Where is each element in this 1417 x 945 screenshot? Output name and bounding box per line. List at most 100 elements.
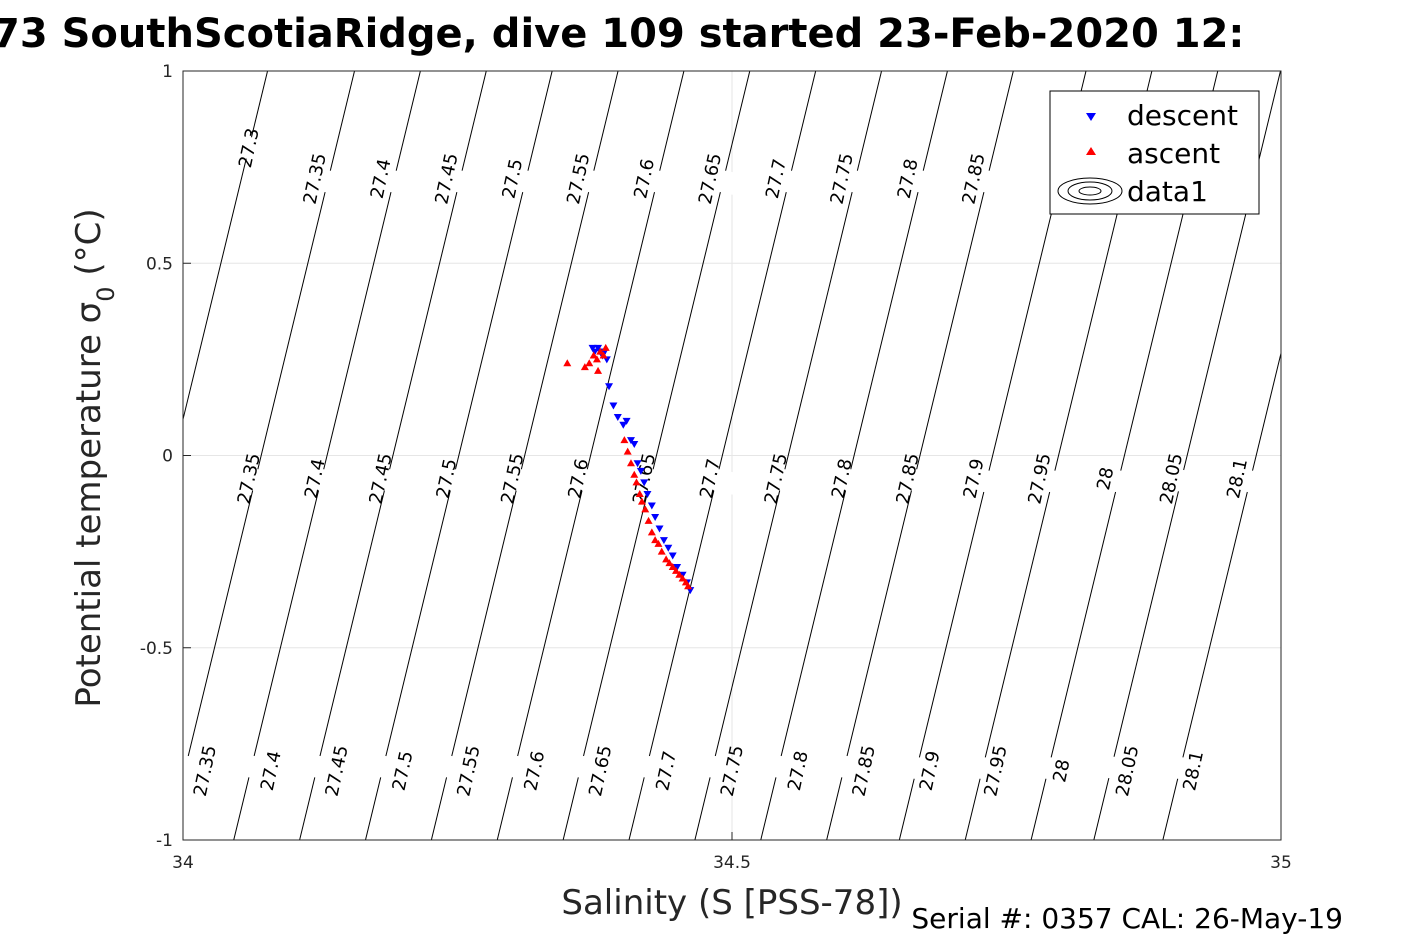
ascent-point [594, 366, 603, 374]
legend-descent-label: descent [1127, 99, 1238, 132]
ascent-point [684, 582, 693, 590]
descent-point [626, 437, 635, 445]
ascent-point [668, 563, 677, 571]
legend-descent-marker [1086, 113, 1096, 121]
contour-label-bg [814, 462, 870, 495]
contour-line [430, 70, 619, 841]
ascent-point [623, 447, 632, 455]
contour-line [562, 70, 751, 841]
contour-label-bg [814, 162, 870, 195]
contour-label-bg [484, 162, 541, 195]
contour-line [233, 70, 421, 841]
contour-label-bg [1143, 462, 1199, 495]
serial-cal-footer: Serial #: 0357 CAL: 26-May-19 [911, 902, 1343, 935]
contour-label-bg [440, 754, 497, 787]
contour-label-bg [682, 162, 738, 195]
contour-label-bg [967, 754, 1024, 787]
contour-label-bg [616, 162, 672, 195]
descent-point [588, 344, 597, 352]
contour-label-bg [748, 162, 804, 195]
legend-data1-label: data1 [1127, 175, 1208, 208]
ascent-point [563, 359, 572, 367]
descent-point [643, 490, 652, 498]
ascent-point [592, 355, 601, 363]
descent-point [594, 344, 603, 352]
y-axis-label: Potential temperature σ0 (°C) [69, 208, 120, 707]
ascent-point [665, 559, 674, 567]
descent-point [651, 514, 660, 522]
x-tick-label: 35 [1270, 853, 1292, 873]
chart-title: 73 SouthScotiaRidge, dive 109 started 23… [0, 11, 1244, 57]
series-ascent [563, 343, 693, 590]
descent-point [590, 348, 599, 356]
descent-point [622, 417, 631, 425]
descent-point [630, 440, 639, 448]
contour-label-bg [704, 754, 760, 787]
ascent-point [654, 539, 663, 547]
contour-label-bg [287, 162, 343, 195]
contour-label-bg [309, 754, 365, 787]
y-axis-label-subscript: 0 [92, 286, 120, 301]
contour-line [694, 70, 883, 841]
contour-label-bg [418, 462, 475, 495]
descent-point [636, 467, 645, 475]
contour-label-bg [1011, 462, 1068, 495]
contour-label-bg [374, 754, 431, 787]
descent-point [613, 414, 622, 422]
contour-line [496, 70, 685, 841]
contour-27.5: 27.527.527.5 [365, 70, 553, 841]
descent-point [605, 383, 614, 391]
ascent-point [641, 505, 650, 513]
ascent-point [635, 489, 644, 497]
contour-label-bg [1165, 754, 1221, 787]
legend-box [1049, 90, 1260, 215]
ascent-point [626, 459, 635, 467]
contour-label-bg [221, 462, 277, 495]
contour-label-bg [836, 754, 892, 787]
descent-point [609, 402, 618, 410]
contour-label-bg [748, 462, 804, 495]
ascent-point [675, 570, 684, 578]
contour-label-bg [352, 162, 409, 195]
ascent-point [678, 574, 687, 582]
ascent-point [672, 566, 681, 574]
ascent-point [589, 351, 598, 359]
ascent-point [630, 470, 639, 478]
contour-label-bg [287, 462, 343, 495]
contour-label: 28 [1093, 465, 1118, 492]
descent-point [633, 460, 642, 468]
contour-label-bg [945, 162, 1002, 195]
ascent-point [585, 359, 594, 367]
ascent-point [651, 536, 660, 544]
contour-label-bg [879, 462, 936, 495]
contour-label-bg [1099, 754, 1155, 787]
data-points [563, 343, 695, 595]
contour-label: 28 [1049, 758, 1074, 785]
contour-line [628, 70, 817, 841]
contour-label-bg [945, 462, 1002, 495]
contour-27.6: 27.627.627.6 [496, 70, 685, 841]
legend-contour-icon [1057, 177, 1123, 205]
contour-label-bg [550, 462, 606, 495]
contour-line [299, 70, 487, 841]
contour-label-bg [1209, 462, 1265, 495]
contour-label-bg [879, 162, 936, 195]
descent-point [655, 525, 664, 533]
contour-label-bg [770, 754, 826, 787]
ascent-point [632, 478, 641, 486]
density-contours: 27.327.3527.3527.3527.427.427.427.4527.4… [177, 70, 1282, 841]
descent-point [668, 552, 677, 560]
contour-label-bg [418, 162, 475, 195]
y-tick-label: 1 [162, 62, 173, 82]
contour-label-bg [1077, 462, 1134, 495]
contour-label-bg [682, 462, 738, 495]
y-axis-label-unit: (°C) [69, 208, 109, 286]
ascent-point [601, 343, 610, 351]
y-axis-label-main: Potential temperature σ [69, 302, 109, 708]
y-tick-label: 0 [162, 447, 173, 467]
ascent-point [599, 351, 608, 359]
ascent-point [580, 363, 589, 371]
ascent-point [644, 516, 653, 524]
y-tick-label: -1 [156, 831, 173, 851]
